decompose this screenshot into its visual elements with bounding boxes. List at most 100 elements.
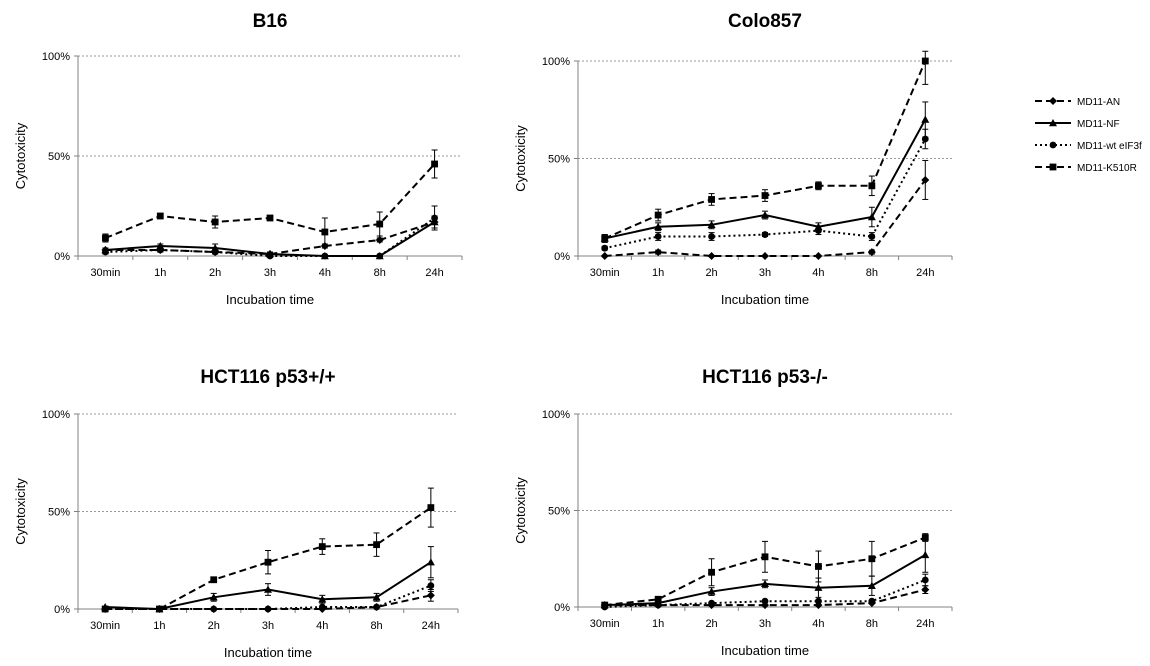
x-tick-label: 3h [759, 618, 771, 630]
x-axis-label: Incubation time [224, 645, 312, 660]
series-line [105, 163, 436, 239]
data-point [921, 115, 930, 123]
panel-title: HCT116 p53+/+ [200, 367, 335, 388]
x-tick-label: 1h [154, 267, 166, 279]
x-tick-label: 24h [916, 618, 934, 630]
data-point [372, 593, 381, 601]
data-point [921, 534, 929, 541]
y-tick-label: 50% [548, 154, 570, 166]
panel-title: HCT116 p53-/- [702, 367, 828, 388]
data-point [707, 587, 716, 595]
data-point [761, 231, 769, 238]
data-point [102, 234, 109, 242]
chart-panel: Colo857 0% 50% 100% 30min 1h 2h 3h 4h 8h 24h Incuba… [513, 11, 953, 307]
data-point [601, 244, 609, 252]
data-point [264, 605, 272, 613]
data-point [156, 605, 163, 613]
data-point [707, 252, 716, 260]
series-md11-wt-eif3f [601, 128, 929, 252]
data-point [321, 252, 329, 260]
data-point [761, 192, 769, 199]
data-point [921, 585, 930, 594]
data-point [373, 603, 380, 611]
data-point [868, 597, 876, 605]
data-point [761, 252, 769, 260]
data-point [814, 583, 823, 591]
legend-entry: MD11-NF [1035, 119, 1120, 130]
data-point [708, 196, 715, 203]
y-tick-label: 100% [42, 51, 70, 63]
data-point [431, 160, 438, 168]
x-tick-label: 8h [370, 620, 382, 632]
data-point [868, 555, 876, 563]
y-tick-label: 0% [54, 251, 70, 263]
legend-marker [1049, 119, 1057, 127]
legend-label: MD11-AN [1077, 97, 1120, 108]
x-tick-label: 2h [705, 267, 717, 279]
data-point [210, 576, 218, 584]
x-tick-label: 1h [652, 267, 664, 279]
data-point [761, 579, 769, 588]
x-tick-label: 1h [153, 620, 165, 632]
x-axis-label: Incubation time [721, 292, 809, 307]
data-point [815, 597, 822, 605]
panel-title: B16 [253, 11, 288, 32]
legend-label: MD11-NF [1077, 119, 1120, 130]
series-md11-k510r [601, 533, 929, 609]
y-tick-label: 100% [542, 56, 570, 68]
y-tick-label: 100% [542, 409, 570, 421]
data-point [708, 568, 715, 576]
x-tick-label: 2h [208, 620, 220, 632]
x-tick-label: 30min [90, 267, 120, 279]
x-tick-label: 4h [316, 620, 328, 632]
data-point [654, 222, 663, 230]
data-point [921, 135, 929, 143]
x-tick-label: 30min [590, 618, 620, 630]
data-point [373, 541, 380, 549]
x-tick-label: 8h [374, 267, 386, 279]
y-tick-label: 0% [554, 251, 570, 263]
x-tick-label: 2h [209, 267, 221, 279]
y-axis-label: Cytotoxicity [513, 125, 528, 192]
y-tick-label: 50% [548, 506, 570, 518]
data-point [376, 220, 384, 228]
x-tick-label: 24h [425, 267, 443, 279]
data-point [211, 248, 219, 256]
series-md11-k510r [102, 149, 438, 247]
data-point [654, 248, 663, 257]
panel-title: Colo857 [728, 11, 802, 32]
y-tick-label: 50% [48, 507, 70, 519]
series-md11-nf [600, 537, 930, 609]
data-point [761, 211, 769, 219]
data-point [867, 213, 876, 221]
data-point [921, 550, 930, 559]
y-axis-label: Cytotoxicity [13, 122, 28, 189]
data-point [601, 235, 609, 242]
y-tick-label: 50% [48, 151, 70, 163]
legend-marker [1049, 97, 1057, 105]
data-point [211, 218, 219, 226]
data-point [264, 558, 272, 566]
data-point [156, 212, 164, 220]
legend-entry: MD11-wt eIF3f [1035, 141, 1142, 152]
y-tick-label: 0% [554, 602, 570, 614]
data-point [921, 576, 929, 584]
legend-entry: MD11-AN [1035, 97, 1120, 108]
legend-label: MD11-K510R [1077, 163, 1137, 174]
data-point [600, 252, 609, 260]
data-point [266, 214, 274, 222]
x-tick-label: 4h [812, 267, 824, 279]
chart-panel: B16 0% 50% 100% 30min 1h 2h 3h 4h 8h 24h Incubation… [13, 11, 463, 307]
data-point [867, 581, 876, 589]
data-point [921, 57, 929, 65]
x-tick-label: 2h [705, 618, 717, 630]
data-point [102, 248, 109, 256]
x-tick-label: 3h [262, 620, 274, 632]
data-point [921, 175, 930, 184]
y-axis-label: Cytotoxicity [13, 478, 28, 545]
data-point [427, 582, 435, 589]
data-point [264, 585, 272, 593]
x-tick-label: 8h [866, 618, 878, 630]
data-point [375, 236, 384, 244]
